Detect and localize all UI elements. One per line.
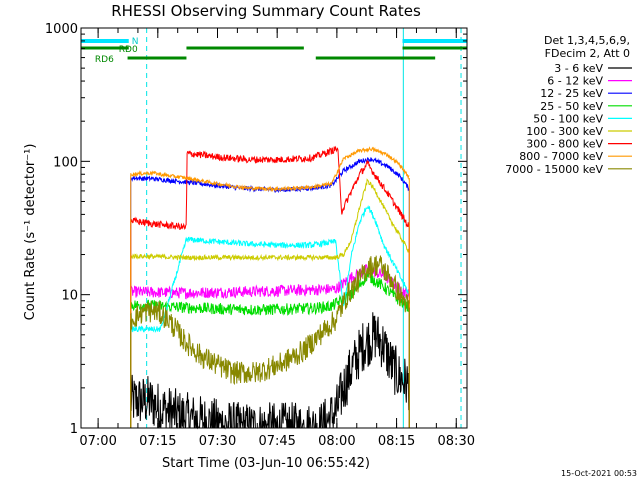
legend-label: 12 - 25 keV xyxy=(540,87,603,100)
legend-label: 7000 - 15000 keV xyxy=(505,163,603,176)
plot-frame xyxy=(80,27,468,429)
rd6-flag-label: RD6 xyxy=(95,55,114,65)
rd0-flag-label: RD0 xyxy=(119,45,138,55)
legend-label: 100 - 300 keV xyxy=(526,125,603,138)
legend-detector-line: FDecim 2, Att 0 xyxy=(545,47,630,60)
legend-label: 6 - 12 keV xyxy=(547,75,603,88)
x-axis: 07:00 07:15 07:30 07:45 08:00 08:15 08:30 xyxy=(79,28,475,449)
x-tick-label: 07:30 xyxy=(199,434,236,449)
y-axis-label: Count Rate (s⁻¹ detector⁻¹) xyxy=(23,144,38,321)
legend-label: 800 - 7000 keV xyxy=(519,150,603,163)
series-line xyxy=(130,146,410,193)
legend-label: 3 - 6 keV xyxy=(554,62,603,75)
legend-label: 25 - 50 keV xyxy=(540,100,603,113)
legend-label: 300 - 800 keV xyxy=(526,138,603,151)
series-line xyxy=(130,271,410,316)
n-flag-label: N xyxy=(132,37,139,47)
x-tick-label: 08:00 xyxy=(318,434,355,449)
y-tick-label: 10 xyxy=(61,289,78,304)
legend-detector-line: Det 1,3,4,5,6,9, xyxy=(544,34,630,47)
legend-label: 50 - 100 keV xyxy=(533,112,603,125)
x-axis-label: Start Time (03-Jun-10 06:55:42) xyxy=(162,456,370,471)
legend: Det 1,3,4,5,6,9,FDecim 2, Att 0 3 - 6 keV… xyxy=(505,34,632,176)
y-tick-label: 1 xyxy=(70,422,78,437)
x-tick-label: 08:30 xyxy=(438,434,475,449)
series-line xyxy=(130,178,410,262)
series-line xyxy=(130,204,410,333)
x-tick-label: 07:15 xyxy=(139,434,176,449)
y-tick-label: 100 xyxy=(53,155,78,170)
x-tick-label: 08:15 xyxy=(378,434,415,449)
series-line xyxy=(130,312,410,430)
footer-date: 15-Oct-2021 00:53 xyxy=(561,469,637,478)
series-line xyxy=(130,145,410,231)
y-tick-label: 1000 xyxy=(45,22,78,37)
series-line xyxy=(130,255,410,386)
x-tick-label: 07:45 xyxy=(258,434,295,449)
y-axis: 1 10 100 1000 xyxy=(45,22,467,437)
x-tick-label: 07:00 xyxy=(79,434,116,449)
chart-title: RHESSI Observing Summary Count Rates xyxy=(111,2,421,20)
